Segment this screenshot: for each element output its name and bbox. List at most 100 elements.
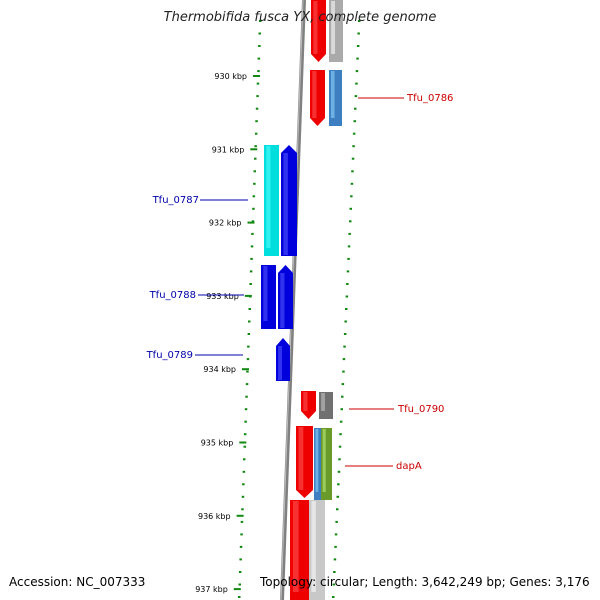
map-title: Thermobifida fusca YX, complete genome [163, 10, 437, 25]
dotted-guide-lines [238, 20, 361, 598]
right-dot [342, 358, 346, 361]
left-dot [252, 195, 256, 198]
left-dot [259, 20, 262, 22]
gene-red-shine [312, 71, 317, 118]
right-dot [352, 132, 356, 135]
tick-label: 932 kbp [209, 219, 242, 228]
tick-mark [236, 514, 244, 517]
gene-blue-shine [280, 273, 285, 328]
right-dot [349, 220, 352, 223]
left-dot [250, 257, 253, 260]
right-dot [334, 545, 337, 548]
left-dot [257, 57, 261, 60]
left-dot [247, 345, 250, 348]
left-dot [258, 45, 261, 47]
left-dot [238, 571, 242, 573]
right-dot [333, 571, 336, 573]
tick-label: 931 kbp [212, 145, 245, 154]
gene-blue-shine [278, 346, 283, 380]
right-dot [338, 445, 342, 448]
gene-lightgrey [309, 500, 325, 600]
right-dot [350, 195, 353, 198]
gene-tracks [261, 0, 343, 600]
left-dot [250, 245, 254, 248]
right-dot [351, 170, 354, 173]
gene-red-shine [303, 392, 308, 411]
right-dot [353, 120, 356, 123]
gene-cyan-shine [266, 146, 271, 248]
left-dot [238, 583, 241, 586]
gene-cyan [264, 145, 279, 256]
gene-red [296, 426, 313, 498]
gene-blue-steel [329, 70, 342, 126]
right-dot [336, 495, 339, 498]
gene-red-shine [298, 427, 304, 490]
tick-label: 933 kbp [206, 292, 239, 301]
right-dot [336, 508, 339, 511]
gene-label: Tfu_0787 [152, 195, 199, 206]
right-dot [346, 270, 350, 273]
gene-blue-shine [283, 153, 288, 255]
left-dot [256, 95, 259, 98]
gene-blue [261, 265, 276, 329]
tick-mark [247, 221, 255, 224]
left-dot [255, 107, 259, 110]
left-dot [251, 232, 254, 235]
gene-red [310, 70, 325, 126]
left-dot [254, 157, 257, 160]
left-dot [240, 520, 244, 523]
right-dot [343, 345, 346, 348]
topology-text: Topology: circular; Length: 3,642,249 bp… [260, 575, 590, 589]
gene-label: Tfu_0790 [397, 404, 444, 415]
gene-blue-steel-shine [330, 71, 335, 118]
gene-labels: Tfu_0786 Tfu_0787 Tfu_0788 Tfu_0789 Tfu_0790… [146, 93, 454, 472]
gene-blue-steel-shine [315, 429, 319, 492]
gene-blue-shine [263, 266, 268, 321]
accession-text: Accession: NC_007333 [9, 575, 146, 589]
left-dot [241, 508, 244, 511]
tick-label: 936 kbp [198, 512, 231, 521]
right-dot [345, 295, 349, 298]
right-dot [338, 458, 341, 461]
right-dot [347, 257, 350, 260]
gene-red [301, 391, 316, 419]
left-dot [242, 470, 246, 473]
right-dot [354, 95, 358, 98]
tick-mark [242, 368, 249, 371]
gene-darkgrey-shine [321, 393, 326, 411]
tick-mark [250, 148, 258, 151]
right-dot [341, 395, 344, 398]
left-dot [246, 358, 250, 361]
right-dot [344, 320, 347, 323]
right-dot [355, 82, 358, 85]
gene-red-shine [313, 1, 318, 54]
right-dot [358, 20, 361, 22]
left-dot [254, 132, 258, 135]
gene-grey-shine [331, 1, 336, 54]
left-dot [243, 458, 246, 461]
right-dot [356, 57, 359, 60]
left-dot [245, 395, 248, 398]
left-dot [253, 170, 256, 173]
left-dot [249, 283, 252, 285]
left-dot [248, 320, 251, 323]
left-dot [243, 445, 246, 448]
right-dot [343, 333, 347, 335]
left-dot [244, 420, 247, 423]
right-dot [337, 483, 340, 486]
right-dot [335, 520, 338, 523]
right-dot [333, 558, 337, 561]
right-dot [341, 383, 345, 386]
gene-red [311, 0, 326, 62]
tick-mark [244, 294, 252, 297]
gene-label: Tfu_0789 [146, 350, 193, 361]
right-dot [351, 157, 355, 160]
left-dot [257, 70, 260, 73]
left-dot [245, 383, 249, 386]
gene-green [321, 428, 332, 500]
gene-label: dapA [396, 461, 422, 472]
right-dot [350, 182, 354, 185]
right-dot [352, 145, 355, 148]
left-dot [239, 558, 242, 561]
